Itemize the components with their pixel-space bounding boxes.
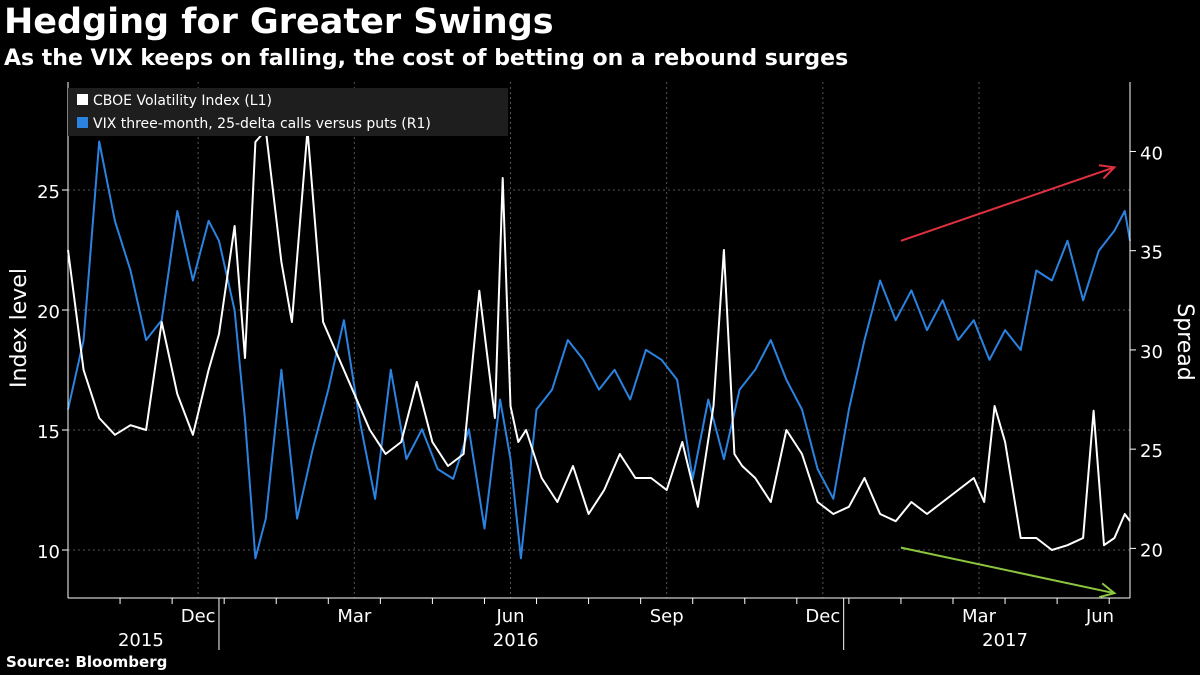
year-label-2: 2017 [982, 630, 1028, 651]
tick-label-x-5: Mar [962, 606, 997, 627]
tick-label-x-4: Dec [805, 606, 840, 627]
chart-title: Hedging for Greater Swings [4, 2, 554, 42]
trend-arrow-up-line [900, 166, 1115, 242]
tick-label-x-1: Mar [337, 606, 372, 627]
y-axis-label-right: Spread [1172, 303, 1197, 380]
tick-label-right-2: 30 [1140, 342, 1163, 363]
series-line-vix [67, 129, 1131, 551]
trend-arrow-down-head [1098, 582, 1117, 599]
tick-label-right-3: 35 [1140, 243, 1163, 264]
legend-background [68, 88, 508, 136]
tick-label-left-3: 25 [37, 182, 60, 203]
tick-label-right-4: 40 [1140, 143, 1163, 164]
tick-label-right-1: 25 [1140, 441, 1163, 462]
year-label-0: 2015 [118, 630, 164, 651]
tick-label-left-1: 15 [37, 422, 60, 443]
tick-label-x-2: Jun [495, 606, 524, 627]
tick-label-left-2: 20 [37, 302, 60, 323]
legend-label-vix: CBOE Volatility Index (L1) [93, 93, 272, 109]
legend-swatch-skew [77, 117, 88, 128]
legend-label-skew: VIX three-month, 25-delta calls versus p… [93, 116, 431, 132]
tick-label-x-6: Jun [1085, 606, 1114, 627]
tick-label-x-3: Sep [650, 606, 684, 627]
tick-label-x-0: Dec [181, 606, 216, 627]
source-note: Source: Bloomberg [6, 653, 168, 671]
trend-arrow-down-line [900, 546, 1115, 595]
y-axis-label-left: Index level [7, 268, 32, 388]
tick-label-right-0: 20 [1140, 540, 1163, 561]
year-label-1: 2016 [493, 630, 539, 651]
tick-label-left-0: 10 [37, 542, 60, 563]
trend-arrow-up-head [1098, 164, 1117, 180]
legend-swatch-vix [77, 94, 88, 105]
chart-subtitle: As the VIX keeps on falling, the cost of… [4, 46, 849, 71]
series-line-skew [67, 140, 1131, 560]
